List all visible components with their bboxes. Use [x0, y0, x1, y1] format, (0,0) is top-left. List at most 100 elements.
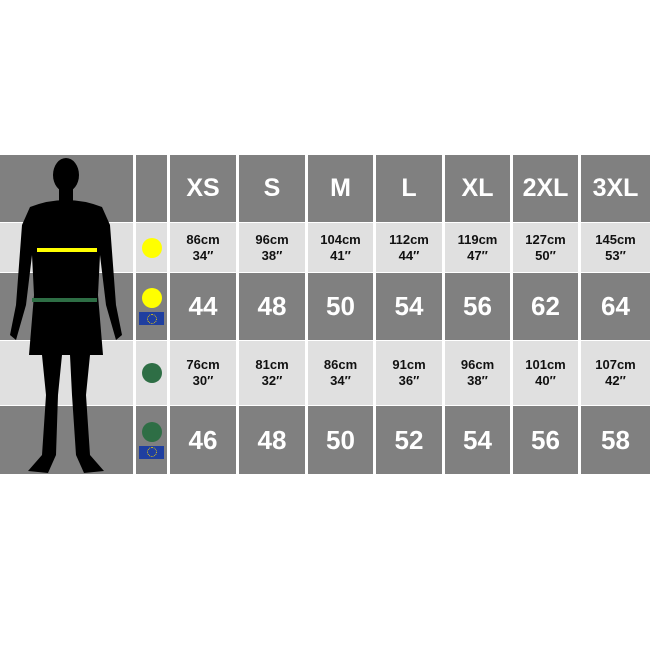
measurement-cell: 81cm 32″ — [239, 341, 305, 405]
inch-value: 44″ — [398, 247, 420, 263]
inch-value: 36″ — [398, 373, 420, 388]
inch-value: 42″ — [605, 373, 626, 388]
green-waist-dot-icon — [141, 421, 162, 442]
eu-size-cell: 62 — [513, 273, 578, 340]
eu-size-cell: 44 — [170, 273, 236, 340]
cm-value: 86cm — [186, 231, 220, 247]
cm-value: 91cm — [392, 357, 426, 372]
cm-value: 145cm — [595, 231, 636, 247]
eu-size-value: 58 — [601, 424, 630, 455]
eu-size-value: 64 — [601, 291, 630, 321]
size-label: 2XL — [522, 174, 569, 202]
eu-flag-icon — [139, 445, 164, 459]
cm-value: 76cm — [186, 357, 220, 372]
measurement-cell: 96cm 38″ — [445, 341, 510, 405]
body-silhouette-icon — [10, 158, 122, 473]
eu-size-value: 46 — [188, 424, 218, 455]
icon-cell — [136, 223, 167, 272]
eu-size-value: 62 — [531, 291, 560, 321]
eu-size-cell: 54 — [376, 273, 442, 340]
eu-size-cell: 48 — [239, 406, 305, 474]
size-header-xs: XS — [170, 155, 236, 222]
measurement-cell: 112cm 44″ — [376, 223, 442, 272]
waist-line-marker — [32, 298, 97, 302]
cm-value: 104cm — [320, 231, 361, 247]
inch-value: 32″ — [261, 373, 283, 388]
eu-size-cell: 48 — [239, 273, 305, 340]
measurement-cell: 86cm 34″ — [308, 341, 373, 405]
size-label: M — [330, 174, 351, 202]
yellow-chest-dot-icon — [141, 288, 162, 308]
eu-size-value: 54 — [463, 424, 492, 455]
size-label: XL — [461, 174, 494, 202]
cm-value: 101cm — [525, 357, 566, 372]
green-waist-dot-icon — [141, 363, 162, 383]
yellow-chest-dot-icon — [141, 237, 162, 258]
cm-value: 119cm — [457, 231, 498, 247]
size-header-l: L — [376, 155, 442, 222]
eu-size-value: 56 — [531, 424, 560, 455]
inch-value: 34″ — [192, 247, 214, 263]
cm-value: 96cm — [460, 357, 495, 372]
measurement-cell: 107cm 42″ — [581, 341, 650, 405]
inch-value: 34″ — [330, 373, 351, 388]
eu-size-value: 50 — [326, 424, 355, 455]
inch-value: 53″ — [605, 247, 626, 263]
eu-size-cell: 50 — [308, 406, 373, 474]
eu-size-cell: 50 — [308, 273, 373, 340]
eu-size-value: 48 — [257, 424, 287, 455]
size-header-xl: XL — [445, 155, 510, 222]
size-header-2xl: 2XL — [513, 155, 578, 222]
measurement-cell: 119cm 47″ — [445, 223, 510, 272]
eu-flag-icon — [139, 312, 164, 325]
eu-size-value: 50 — [326, 291, 355, 321]
cm-value: 112cm — [389, 231, 429, 247]
inch-value: 38″ — [467, 373, 488, 388]
size-header-m: M — [308, 155, 373, 222]
size-label: S — [263, 174, 281, 202]
eu-size-value: 52 — [394, 424, 424, 455]
inch-value: 50″ — [535, 247, 556, 263]
cm-value: 96cm — [255, 231, 289, 247]
inch-value: 41″ — [330, 247, 351, 263]
chest-line-marker — [37, 248, 97, 252]
eu-size-cell: 64 — [581, 273, 650, 340]
measurement-cell: 76cm 30″ — [170, 341, 236, 405]
eu-size-value: 54 — [394, 291, 424, 321]
eu-size-value: 56 — [463, 291, 492, 321]
measurement-cell: 145cm 53″ — [581, 223, 650, 272]
measurement-cell: 91cm 36″ — [376, 341, 442, 405]
cm-value: 127cm — [525, 231, 566, 247]
measurement-cell: 96cm 38″ — [239, 223, 305, 272]
icon-cell — [136, 155, 167, 222]
cm-value: 81cm — [255, 357, 289, 372]
size-header-s: S — [239, 155, 305, 222]
inch-value: 47″ — [467, 247, 488, 263]
measurement-cell: 86cm 34″ — [170, 223, 236, 272]
icon-cell — [136, 341, 167, 405]
size-label: 3XL — [592, 174, 639, 202]
size-header-3xl: 3XL — [581, 155, 650, 222]
eu-size-cell: 56 — [513, 406, 578, 474]
figure-row-background — [0, 406, 133, 474]
inch-value: 40″ — [535, 373, 556, 388]
size-label: XS — [186, 174, 220, 202]
cm-value: 86cm — [323, 357, 358, 372]
measurement-cell: 101cm 40″ — [513, 341, 578, 405]
cm-value: 107cm — [595, 357, 636, 372]
icon-cell — [136, 406, 167, 474]
eu-size-value: 44 — [188, 291, 218, 321]
eu-size-cell: 58 — [581, 406, 650, 474]
inch-value: 30″ — [192, 373, 214, 388]
inch-value: 38″ — [261, 247, 283, 263]
icon-cell — [136, 273, 167, 340]
measurement-cell: 127cm 50″ — [513, 223, 578, 272]
eu-size-cell: 54 — [445, 406, 510, 474]
size-label: L — [401, 174, 417, 202]
eu-size-cell: 56 — [445, 273, 510, 340]
eu-size-value: 48 — [257, 291, 287, 321]
eu-size-cell: 52 — [376, 406, 442, 474]
measurement-cell: 104cm 41″ — [308, 223, 373, 272]
eu-size-cell: 46 — [170, 406, 236, 474]
